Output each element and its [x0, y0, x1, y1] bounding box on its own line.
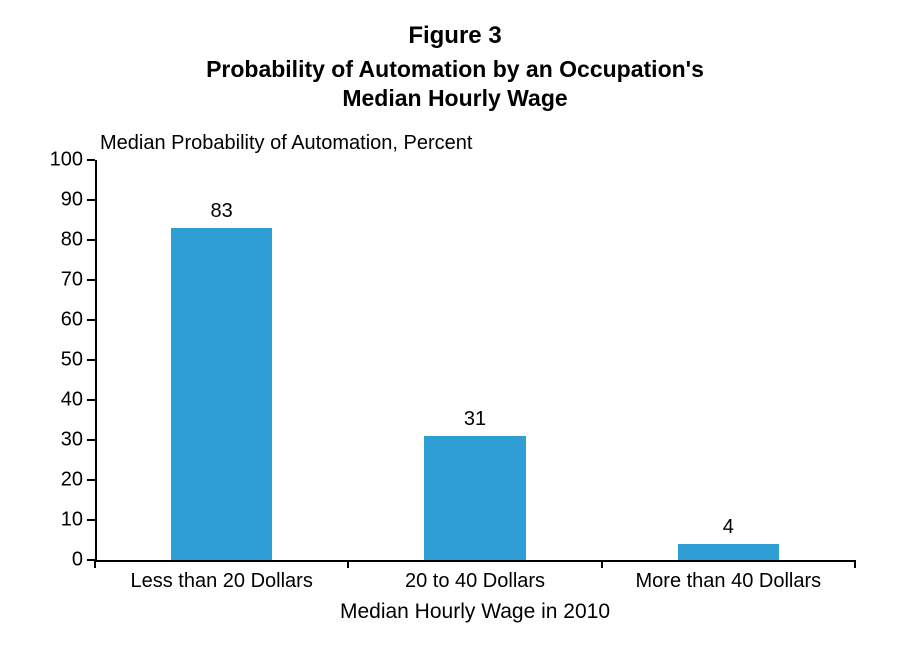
y-tick [87, 439, 95, 441]
y-tick-label: 70 [61, 269, 83, 292]
y-tick [87, 319, 95, 321]
y-tick-label: 60 [61, 309, 83, 332]
y-tick [87, 239, 95, 241]
figure-container: Figure 3 Probability of Automation by an… [0, 0, 910, 652]
x-axis-line [95, 560, 855, 562]
y-tick [87, 279, 95, 281]
y-tick-label: 100 [50, 149, 83, 172]
x-tick [94, 560, 96, 568]
y-tick-label: 80 [61, 229, 83, 252]
y-axis-title: Median Probability of Automation, Percen… [100, 132, 472, 155]
bar [678, 544, 779, 560]
y-tick-label: 20 [61, 469, 83, 492]
y-tick [87, 399, 95, 401]
x-tick-label: 20 to 40 Dollars [405, 570, 545, 593]
bar-value-label: 31 [464, 408, 486, 431]
x-tick [854, 560, 856, 568]
y-tick [87, 519, 95, 521]
y-tick-label: 30 [61, 429, 83, 452]
x-axis-title: Median Hourly Wage in 2010 [95, 600, 855, 624]
x-tick [601, 560, 603, 568]
chart-title: Probability of Automation by an Occupati… [0, 55, 910, 113]
chart-title-line1: Probability of Automation by an Occupati… [206, 56, 704, 82]
y-tick [87, 359, 95, 361]
x-tick-label: More than 40 Dollars [636, 570, 822, 593]
y-tick-label: 90 [61, 189, 83, 212]
y-axis-line [95, 160, 97, 560]
y-tick [87, 479, 95, 481]
y-tick-label: 10 [61, 509, 83, 532]
y-tick-label: 0 [72, 549, 83, 572]
bar [171, 228, 272, 560]
chart-title-line2: Median Hourly Wage [342, 85, 567, 111]
figure-label: Figure 3 [0, 22, 910, 50]
y-tick [87, 159, 95, 161]
x-tick-label: Less than 20 Dollars [130, 570, 312, 593]
bar-value-label: 83 [211, 200, 233, 223]
y-tick-label: 50 [61, 349, 83, 372]
bar-value-label: 4 [723, 516, 734, 539]
bar [424, 436, 525, 560]
y-tick-label: 40 [61, 389, 83, 412]
y-tick [87, 199, 95, 201]
x-tick [347, 560, 349, 568]
plot-area: 010203040506070809010083Less than 20 Dol… [95, 160, 855, 560]
